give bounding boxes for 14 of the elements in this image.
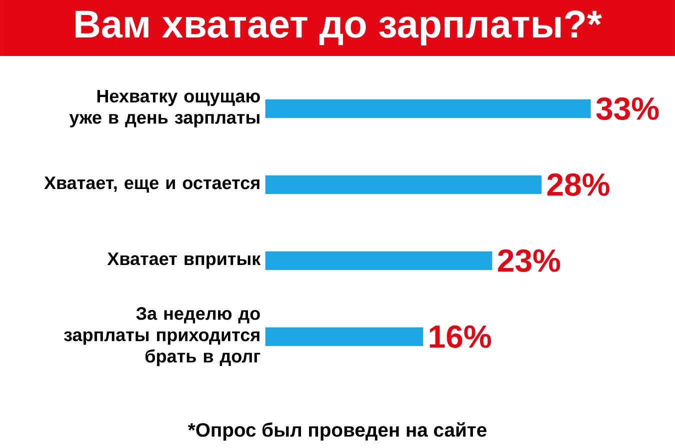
y-tick-label: Хватает, еще и остается: [44, 176, 260, 193]
bar: [265, 251, 492, 270]
y-tick-label: Нехватку ощущаю уже в день зарплаты: [69, 90, 260, 128]
y-tick-label: За неделю до зарплаты приходится брать в долг: [64, 307, 260, 366]
bar: [265, 175, 542, 194]
text: *Опрос был проведен на сайте: [188, 422, 486, 441]
bar: [265, 327, 424, 346]
data-label: 23%: [498, 249, 560, 272]
bar: [265, 99, 591, 118]
data-label: 16%: [430, 325, 492, 348]
y-tick-label: Хватает впритык: [107, 252, 261, 269]
data-label: 33%: [596, 97, 659, 120]
chart-title: Вам хватает до зарплаты?*: [76, 10, 602, 46]
data-label: 28%: [547, 173, 610, 196]
